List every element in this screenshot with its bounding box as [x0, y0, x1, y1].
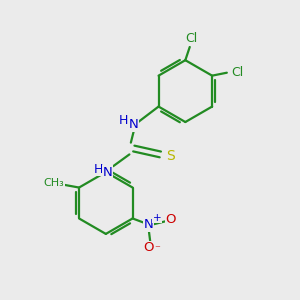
Text: +: +	[153, 213, 161, 223]
Text: Cl: Cl	[185, 32, 197, 46]
Text: Cl: Cl	[231, 66, 243, 79]
Text: O: O	[166, 213, 176, 226]
Text: N: N	[144, 218, 154, 231]
Text: N: N	[129, 118, 139, 131]
Text: N: N	[102, 166, 112, 178]
Text: O: O	[144, 242, 154, 254]
Text: H: H	[119, 114, 128, 127]
Text: H: H	[94, 163, 103, 176]
Text: CH₃: CH₃	[44, 178, 64, 188]
Text: S: S	[166, 149, 175, 163]
Text: ⁻: ⁻	[155, 244, 161, 254]
